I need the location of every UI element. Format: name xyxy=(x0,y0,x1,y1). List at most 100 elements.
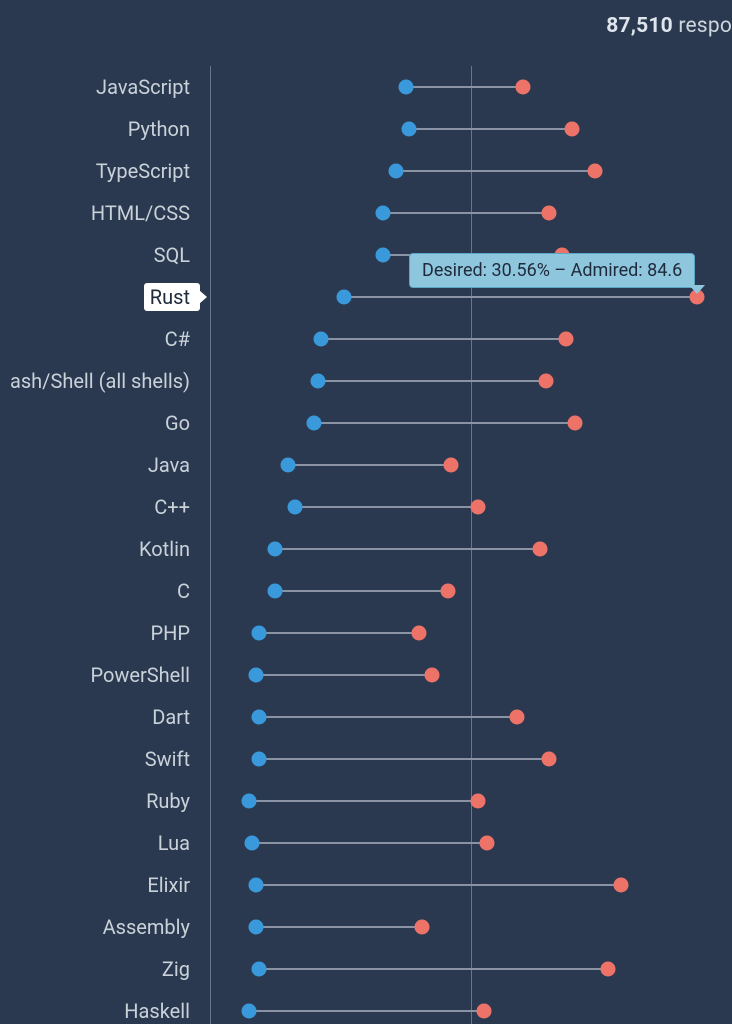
desired-dot[interactable] xyxy=(337,290,352,305)
chart-row[interactable]: Lua xyxy=(0,822,732,864)
admired-dot[interactable] xyxy=(565,122,580,137)
response-count: 87,510 respo xyxy=(606,14,732,38)
connector-line xyxy=(259,968,608,970)
admired-dot[interactable] xyxy=(444,458,459,473)
desired-dot[interactable] xyxy=(268,542,283,557)
desired-dot[interactable] xyxy=(268,584,283,599)
connector-line xyxy=(252,842,487,844)
connector-line xyxy=(314,422,575,424)
desired-dot[interactable] xyxy=(375,248,390,263)
admired-dot[interactable] xyxy=(614,878,629,893)
connector-line xyxy=(409,128,572,130)
chart-row[interactable]: PowerShell xyxy=(0,654,732,696)
admired-dot[interactable] xyxy=(542,752,557,767)
connector-line xyxy=(396,170,595,172)
connector-line xyxy=(406,86,523,88)
chart-row[interactable]: ash/Shell (all shells) xyxy=(0,360,732,402)
chart-row[interactable]: Elixir xyxy=(0,864,732,906)
admired-dot[interactable] xyxy=(542,206,557,221)
chart-row[interactable]: Dart xyxy=(0,696,732,738)
admired-dot[interactable] xyxy=(568,416,583,431)
admired-dot[interactable] xyxy=(424,668,439,683)
row-label: Swift xyxy=(139,745,200,773)
desired-dot[interactable] xyxy=(398,80,413,95)
desired-dot[interactable] xyxy=(251,626,266,641)
connector-line xyxy=(344,296,697,298)
row-label: Rust xyxy=(144,283,200,311)
chart-row[interactable]: Zig xyxy=(0,948,732,990)
connector-line xyxy=(256,926,422,928)
admired-dot[interactable] xyxy=(532,542,547,557)
desired-dot[interactable] xyxy=(313,332,328,347)
desired-dot[interactable] xyxy=(242,794,257,809)
chart-row[interactable]: Ruby xyxy=(0,780,732,822)
row-label: Go xyxy=(159,409,200,437)
admired-dot[interactable] xyxy=(539,374,554,389)
admired-dot[interactable] xyxy=(601,962,616,977)
admired-dot[interactable] xyxy=(411,626,426,641)
admired-dot[interactable] xyxy=(516,80,531,95)
desired-dot[interactable] xyxy=(242,1004,257,1019)
desired-dot[interactable] xyxy=(287,500,302,515)
row-label: C++ xyxy=(148,493,200,521)
chart-row[interactable]: C# xyxy=(0,318,732,360)
chart-row[interactable]: C++ xyxy=(0,486,732,528)
admired-dot[interactable] xyxy=(441,584,456,599)
admired-dot[interactable] xyxy=(509,710,524,725)
connector-line xyxy=(295,506,478,508)
row-label: Zig xyxy=(156,955,200,983)
row-label: Haskell xyxy=(118,997,200,1024)
chart-row[interactable]: Python xyxy=(0,108,732,150)
chart-row[interactable]: TypeScript xyxy=(0,150,732,192)
connector-line xyxy=(275,548,539,550)
desired-dot[interactable] xyxy=(310,374,325,389)
admired-dot[interactable] xyxy=(587,164,602,179)
row-label: Dart xyxy=(146,703,200,731)
chart-row[interactable]: Java xyxy=(0,444,732,486)
chart-row[interactable]: Haskell xyxy=(0,990,732,1024)
desired-dot[interactable] xyxy=(307,416,322,431)
desired-dot[interactable] xyxy=(248,878,263,893)
row-label: Elixir xyxy=(141,871,200,899)
desired-dot[interactable] xyxy=(388,164,403,179)
row-label: Assembly xyxy=(97,913,200,941)
admired-dot[interactable] xyxy=(558,332,573,347)
connector-line xyxy=(256,674,432,676)
row-label: ash/Shell (all shells) xyxy=(4,367,200,395)
desired-dot[interactable] xyxy=(281,458,296,473)
row-label: Kotlin xyxy=(133,535,200,563)
desired-dot[interactable] xyxy=(248,668,263,683)
chart-row[interactable]: Assembly xyxy=(0,906,732,948)
connector-line xyxy=(249,1010,484,1012)
chart-row[interactable]: Kotlin xyxy=(0,528,732,570)
chart-row[interactable]: JavaScript xyxy=(0,66,732,108)
connector-line xyxy=(383,212,549,214)
row-label: JavaScript xyxy=(90,73,200,101)
desired-dot[interactable] xyxy=(402,122,417,137)
desired-dot[interactable] xyxy=(375,206,390,221)
connector-line xyxy=(321,338,566,340)
chart-row[interactable]: Go xyxy=(0,402,732,444)
connector-line xyxy=(318,380,546,382)
desired-dot[interactable] xyxy=(251,752,266,767)
tooltip: Desired: 30.56% – Admired: 84.6 xyxy=(409,253,695,288)
admired-dot[interactable] xyxy=(477,1004,492,1019)
row-label: PowerShell xyxy=(84,661,200,689)
admired-dot[interactable] xyxy=(480,836,495,851)
desired-dot[interactable] xyxy=(251,962,266,977)
row-label: TypeScript xyxy=(90,157,200,185)
admired-dot[interactable] xyxy=(415,920,430,935)
connector-line xyxy=(288,464,451,466)
connector-line xyxy=(249,800,477,802)
admired-dot[interactable] xyxy=(470,794,485,809)
chart-row[interactable]: Swift xyxy=(0,738,732,780)
response-count-label-fragment: respo xyxy=(678,14,732,38)
desired-dot[interactable] xyxy=(248,920,263,935)
desired-dot[interactable] xyxy=(245,836,260,851)
chart-row[interactable]: HTML/CSS xyxy=(0,192,732,234)
response-count-value: 87,510 xyxy=(606,14,673,38)
admired-dot[interactable] xyxy=(470,500,485,515)
chart-row[interactable]: PHP xyxy=(0,612,732,654)
desired-dot[interactable] xyxy=(251,710,266,725)
chart-row[interactable]: C xyxy=(0,570,732,612)
